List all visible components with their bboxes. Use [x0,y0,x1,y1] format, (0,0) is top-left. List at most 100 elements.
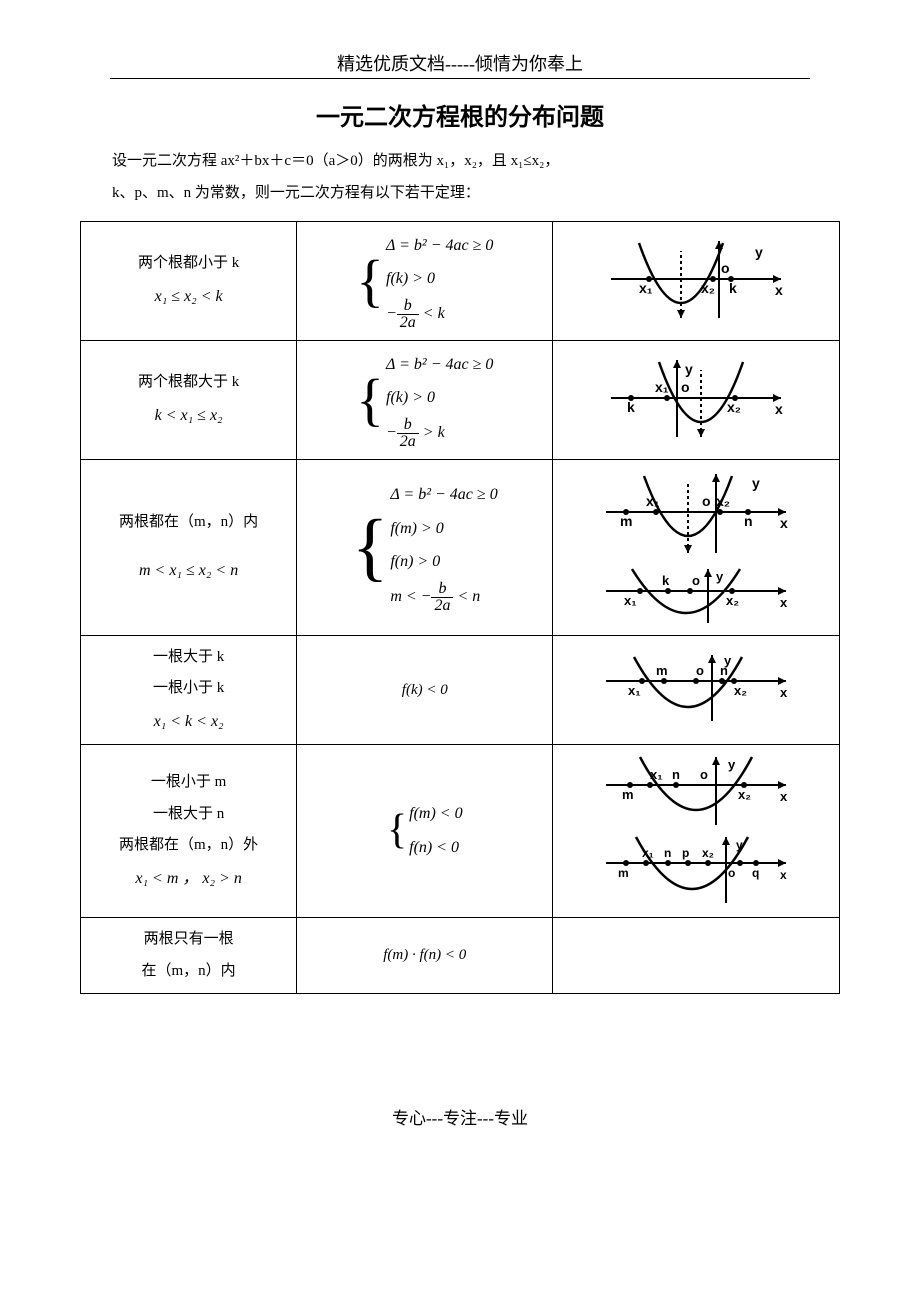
desc-line: 两个根都大于 k [89,367,288,399]
formula-line: f(m) > 0 [390,514,497,544]
svg-text:y: y [724,653,732,668]
graph-cell [553,918,840,994]
desc-line: 两根都在（m，n）外 [89,830,288,862]
svg-text:y: y [716,569,724,584]
desc-math: m < x₁ ≤ x₂ < n [89,554,288,588]
svg-text:x₁: x₁ [642,846,654,860]
svg-text:x₂: x₂ [738,787,751,802]
parabola-graph-icon: m x₁ n o x₂ y x [596,753,796,831]
svg-text:k: k [729,280,737,296]
desc-line: 一根大于 k [89,642,288,674]
svg-text:x: x [780,595,788,610]
formula-line: f(k) > 0 [386,383,493,413]
formula-line: Δ = b² − 4ac ≥ 0 [386,350,493,380]
desc-line: 一根大于 n [89,799,288,831]
document-title: 一元二次方程根的分布问题 [70,97,850,132]
formula-line: −b2a < k [386,298,493,331]
desc-line: 两个根都小于 k [89,248,288,280]
formula-line: m < −b2a < n [390,581,497,614]
svg-text:x₂: x₂ [727,399,741,415]
svg-text:m: m [618,866,629,880]
condition-formula: f(k) < 0 [297,635,553,745]
condition-desc: 一根大于 k 一根小于 k x₁ < k < x₂ [81,635,297,745]
parabola-graph-icon: x₁ k o x₂ y x [596,565,796,627]
svg-text:k: k [627,399,635,415]
svg-text:n: n [744,513,753,529]
condition-formula: { Δ = b² − 4ac ≥ 0 f(m) > 0 f(n) > 0 m <… [297,459,553,635]
condition-formula: { Δ = b² − 4ac ≥ 0 f(k) > 0 −b2a > k [297,340,553,459]
table-row: 两根只有一根 在（m，n）内 f(m) · f(n) < 0 [81,918,840,994]
desc-math: x₁ < m ， x₂ > n [89,862,288,896]
graph-cell: x₁ m o n x₂ y x [553,635,840,745]
theorem-table: 两个根都小于 k x₁ ≤ x₂ < k { Δ = b² − 4ac ≥ 0 … [80,221,840,994]
formula-line: Δ = b² − 4ac ≥ 0 [386,231,493,261]
svg-text:o: o [702,493,711,509]
svg-text:y: y [755,244,763,260]
svg-text:x₂: x₂ [701,280,715,296]
svg-text:k: k [662,573,670,588]
page-footer: 专心---专注---专业 [70,1104,850,1129]
desc-math: k < x₁ ≤ x₂ [89,399,288,433]
condition-desc: 两个根都小于 k x₁ ≤ x₂ < k [81,222,297,341]
formula-line: f(n) < 0 [409,833,462,863]
svg-text:x₂: x₂ [726,593,739,608]
table-row: 两个根都大于 k k < x₁ ≤ x₂ { Δ = b² − 4ac ≥ 0 … [81,340,840,459]
parabola-graph-icon: m x₁ o x₂ n y x [596,468,796,563]
desc-line: 两根只有一根 [89,924,288,956]
desc-math: x₁ ≤ x₂ < k [89,280,288,314]
svg-text:o: o [681,379,690,395]
table-row: 一根大于 k 一根小于 k x₁ < k < x₂ f(k) < 0 x₁ m … [81,635,840,745]
formula-line: f(m) · f(n) < 0 [383,947,466,963]
svg-text:o: o [700,767,708,782]
graph-cell: m x₁ n o x₂ y x m x₁ n p x₂ o q y x [553,745,840,918]
svg-text:x₁: x₁ [628,683,641,698]
condition-desc: 两根都在（m，n）内 m < x₁ ≤ x₂ < n [81,459,297,635]
svg-text:y: y [736,838,743,852]
intro-text: 设一元二次方程 ax²＋bx＋c＝0（a＞0）的两根为 x₁，x₂，且 x₁≤x… [112,146,850,209]
intro-line-1: 设一元二次方程 ax²＋bx＋c＝0（a＞0）的两根为 x₁，x₂，且 x₁≤x… [112,146,850,178]
svg-text:x₁: x₁ [624,593,637,608]
header-rule [110,78,810,79]
condition-formula: f(m) · f(n) < 0 [297,918,553,994]
table-row: 两根都在（m，n）内 m < x₁ ≤ x₂ < n { Δ = b² − 4a… [81,459,840,635]
parabola-graph-icon: x₁ m o n x₂ y x [596,651,796,729]
svg-text:n: n [664,846,671,860]
svg-text:y: y [728,757,736,772]
formula-line: f(n) > 0 [390,547,497,577]
svg-text:x₁: x₁ [639,280,653,296]
parabola-graph-icon: k x₁ x₂ o y x [601,352,791,447]
parabola-graph-icon: x₁ x₂ k o y x [601,233,791,328]
svg-text:x₂: x₂ [716,493,730,509]
svg-text:x₂: x₂ [702,846,714,860]
table-row: 一根小于 m 一根大于 n 两根都在（m，n）外 x₁ < m ， x₂ > n… [81,745,840,918]
svg-text:x: x [780,789,788,804]
condition-formula: { Δ = b² − 4ac ≥ 0 f(k) > 0 −b2a < k [297,222,553,341]
svg-text:p: p [682,846,689,860]
svg-text:o: o [721,260,730,276]
svg-text:m: m [656,663,668,678]
svg-text:x: x [780,868,787,882]
condition-desc: 两根只有一根 在（m，n）内 [81,918,297,994]
parabola-graph-icon: m x₁ n p x₂ o q y x [596,833,796,909]
desc-math: x₁ < k < x₂ [89,705,288,739]
svg-text:m: m [620,513,632,529]
svg-text:n: n [672,767,680,782]
page-header: 精选优质文档-----倾情为你奉上 [70,50,850,76]
svg-text:x: x [775,282,783,298]
svg-text:x₂: x₂ [734,683,747,698]
formula-line: −b2a > k [386,417,493,450]
svg-text:o: o [696,663,704,678]
svg-text:m: m [622,787,634,802]
svg-text:x₁: x₁ [646,493,660,509]
desc-line: 一根小于 m [89,767,288,799]
formula-line: Δ = b² − 4ac ≥ 0 [390,480,497,510]
svg-text:y: y [685,361,693,377]
svg-text:x: x [780,515,788,531]
svg-text:o: o [728,866,735,880]
graph-cell: k x₁ x₂ o y x [553,340,840,459]
svg-text:x: x [780,685,788,700]
svg-text:x₁: x₁ [655,379,669,395]
condition-desc: 一根小于 m 一根大于 n 两根都在（m，n）外 x₁ < m ， x₂ > n [81,745,297,918]
formula-line: f(k) > 0 [386,264,493,294]
formula-line: f(k) < 0 [402,682,448,698]
